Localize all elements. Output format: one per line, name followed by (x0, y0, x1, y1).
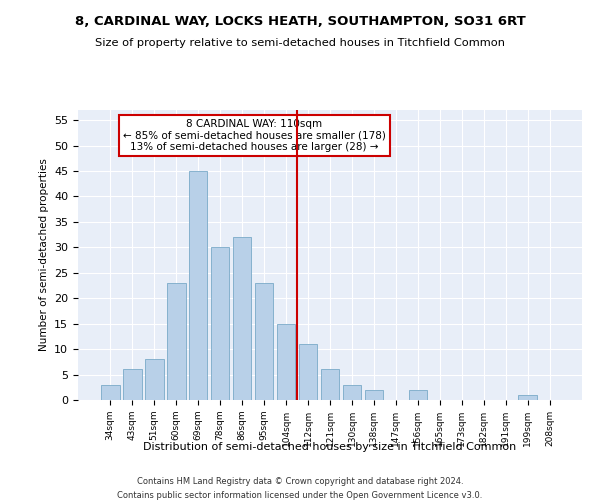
Bar (320, 370, 340, 400)
Bar (211, 248, 229, 400)
Bar (123, 370, 142, 400)
Bar (365, 390, 383, 400)
Text: Contains public sector information licensed under the Open Government Licence v3: Contains public sector information licen… (118, 491, 482, 500)
Bar (255, 283, 274, 400)
Bar (518, 395, 537, 400)
Text: 8 CARDINAL WAY: 110sqm
← 85% of semi-detached houses are smaller (178)
13% of se: 8 CARDINAL WAY: 110sqm ← 85% of semi-det… (123, 118, 386, 152)
Text: Distribution of semi-detached houses by size in Titchfield Common: Distribution of semi-detached houses by … (143, 442, 517, 452)
Bar (277, 324, 295, 400)
Bar (189, 171, 208, 400)
Bar (145, 360, 164, 400)
Bar (343, 384, 361, 400)
Y-axis label: Number of semi-detached properties: Number of semi-detached properties (38, 158, 49, 352)
Text: Size of property relative to semi-detached houses in Titchfield Common: Size of property relative to semi-detach… (95, 38, 505, 48)
Text: Contains HM Land Registry data © Crown copyright and database right 2024.: Contains HM Land Registry data © Crown c… (137, 478, 463, 486)
Bar (299, 344, 317, 400)
Bar (233, 237, 251, 400)
Bar (167, 283, 185, 400)
Bar (101, 384, 119, 400)
Text: 8, CARDINAL WAY, LOCKS HEATH, SOUTHAMPTON, SO31 6RT: 8, CARDINAL WAY, LOCKS HEATH, SOUTHAMPTO… (74, 15, 526, 28)
Bar (409, 390, 427, 400)
